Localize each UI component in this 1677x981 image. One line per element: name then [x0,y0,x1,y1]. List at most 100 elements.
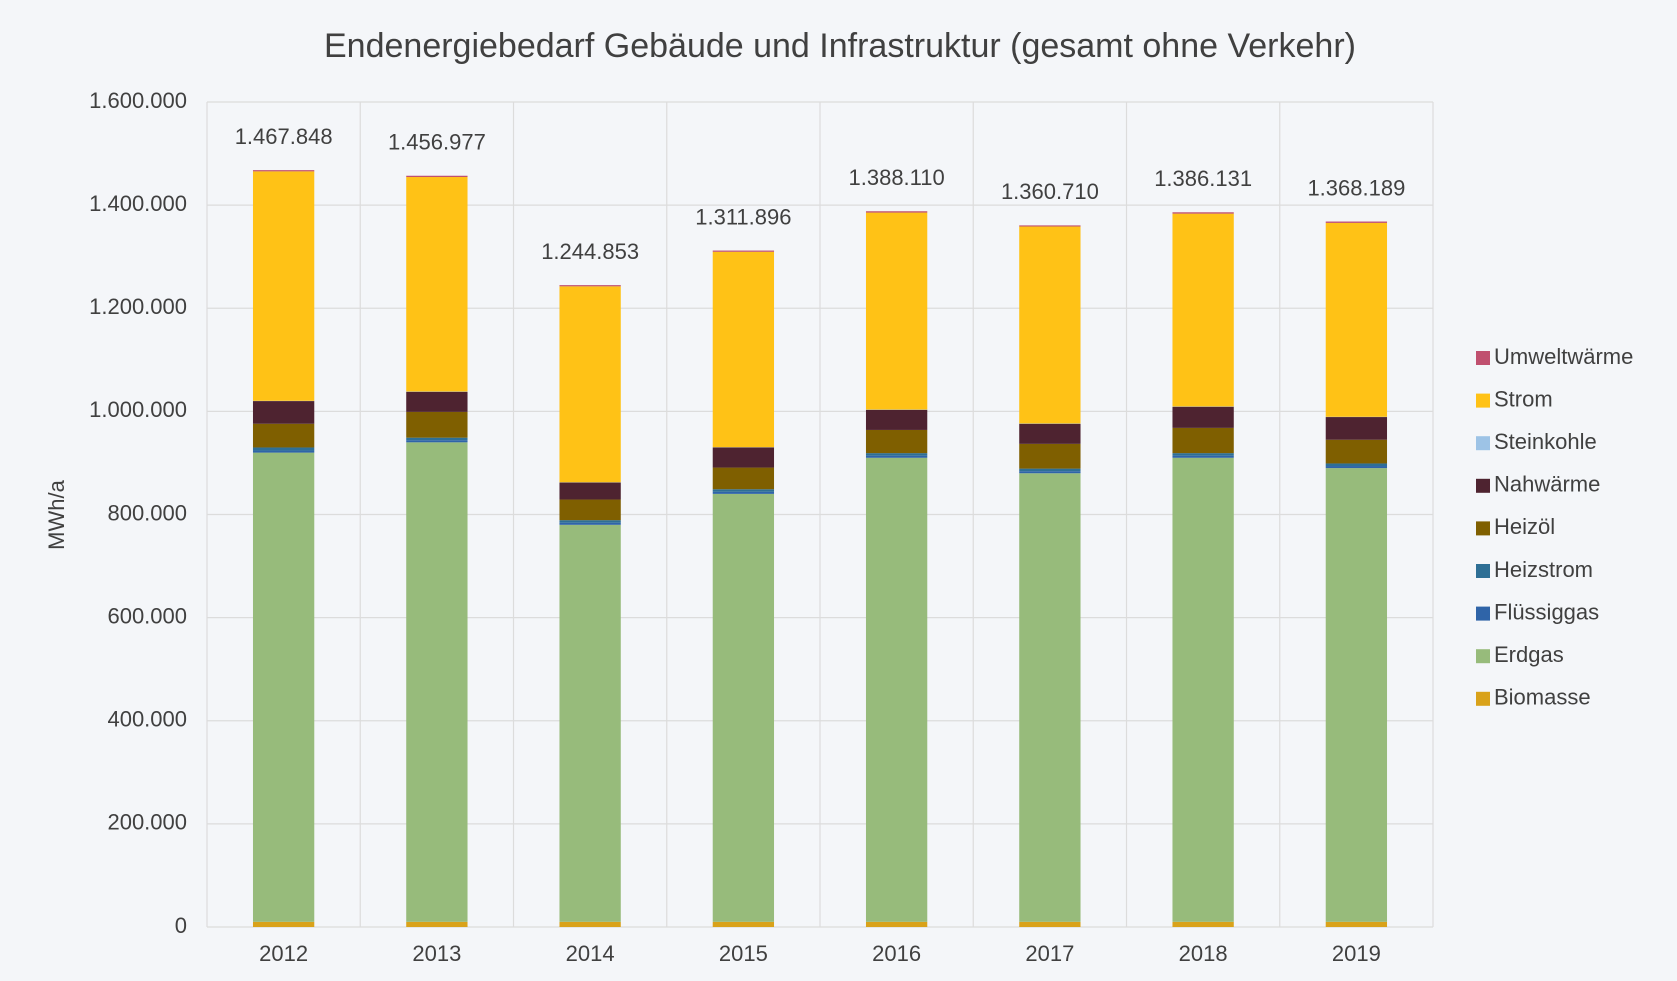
total-label: 1.456.977 [388,130,486,155]
bar-segment [1325,468,1388,922]
bar-segment [559,522,621,525]
bar-segment [712,493,775,922]
y-axis-label: MWh/a [44,479,69,549]
y-tick-label: 600.000 [107,603,187,628]
bar-segment [559,286,621,483]
chart-title: Endenergiebedarf Gebäude und Infrastrukt… [324,27,1356,65]
bar-segment [865,409,928,430]
legend-swatch [1476,691,1490,706]
bar-segment [712,921,775,927]
legend-label: Nahwärme [1494,472,1600,497]
bar-segment [712,489,775,492]
y-tick-label: 400.000 [107,707,187,732]
bar-segment [865,921,928,927]
bar-segment [1172,921,1234,927]
bar-segment [559,524,621,922]
bar-segment [1325,921,1388,927]
bar-segment [1019,226,1081,424]
bar-segment [406,437,468,441]
bar-segment [1325,221,1388,223]
bar-segment [1325,439,1388,464]
bar-segment [252,171,315,401]
x-tick-label: 2012 [259,941,308,966]
bar-segment [252,452,315,922]
legend-label: Heizöl [1494,514,1555,539]
legend-swatch [1476,478,1490,493]
bar-segment [865,453,928,456]
y-tick-label: 1.200.000 [89,294,187,319]
bar-segment [252,921,315,927]
bar-segment [252,401,315,424]
bar-segment [1019,423,1081,444]
bar-segment [559,499,621,521]
bar-segment [865,429,928,454]
bar-segment [712,251,775,448]
bar-segment [712,491,775,494]
legend-label: Erdgas [1494,642,1564,667]
total-label: 1.467.848 [235,124,333,149]
y-tick-label: 0 [175,913,187,938]
bar-segment [406,440,468,443]
bar-segment [1172,453,1234,456]
bar-segment [1172,212,1234,214]
y-tick-label: 1.000.000 [89,397,187,422]
bar-segment [1172,406,1234,428]
legend-swatch [1476,649,1490,664]
bar-segment [406,411,468,438]
bar-segment [1019,443,1081,469]
bar-segment [252,170,315,172]
legend-swatch [1476,521,1490,536]
total-label: 1.388.110 [849,165,945,190]
bar-segment [406,177,468,392]
bar-segment [712,447,775,468]
legend-label: Steinkohle [1494,429,1597,454]
bar-segment [1019,468,1081,472]
x-tick-label: 2019 [1332,941,1381,966]
bar-segment [865,457,928,922]
legend-label: Biomasse [1494,685,1591,710]
bar-segment [1325,463,1388,467]
bar-segment [1325,417,1388,440]
total-label: 1.244.853 [541,239,639,264]
bar-segment [1019,473,1081,922]
legend-swatch [1476,436,1490,451]
bar-segment [1325,466,1388,469]
y-tick-label: 200.000 [107,810,187,835]
legend-swatch [1476,606,1490,621]
legend-swatch [1476,564,1490,578]
legend-label: Heizstrom [1494,557,1593,582]
legend-label: Umweltwärme [1494,344,1633,369]
x-tick-label: 2014 [566,941,615,966]
bar-segment [559,482,621,500]
bar-segment [1325,222,1388,417]
bar-segment [1172,455,1234,458]
total-label: 1.360.710 [1001,179,1099,204]
bar-segment [252,447,315,451]
bar-segment [406,921,468,927]
x-tick-label: 2017 [1025,941,1074,966]
legend-swatch [1476,393,1490,408]
y-tick-label: 1.600.000 [89,88,187,113]
bar-segment [252,423,315,448]
bar-segment [252,450,315,453]
bar-segment [1172,213,1234,407]
bar-segment [712,467,775,490]
x-tick-label: 2015 [719,941,768,966]
legend-label: Flüssiggas [1494,599,1599,624]
total-label: 1.368.189 [1307,175,1405,200]
bar-segment [865,455,928,458]
bar-segment [865,211,928,213]
bar-segment [1172,427,1234,454]
y-tick-label: 1.400.000 [89,191,187,216]
x-tick-label: 2018 [1179,941,1228,966]
bar-segment [865,212,928,410]
bar-segment [559,520,621,523]
x-tick-label: 2016 [872,941,921,966]
x-tick-label: 2013 [412,941,461,966]
bar-segment [1019,921,1081,927]
total-label: 1.386.131 [1154,166,1252,191]
legend-swatch [1476,351,1490,365]
y-tick-label: 800.000 [107,500,187,525]
bar-segment [406,391,468,412]
